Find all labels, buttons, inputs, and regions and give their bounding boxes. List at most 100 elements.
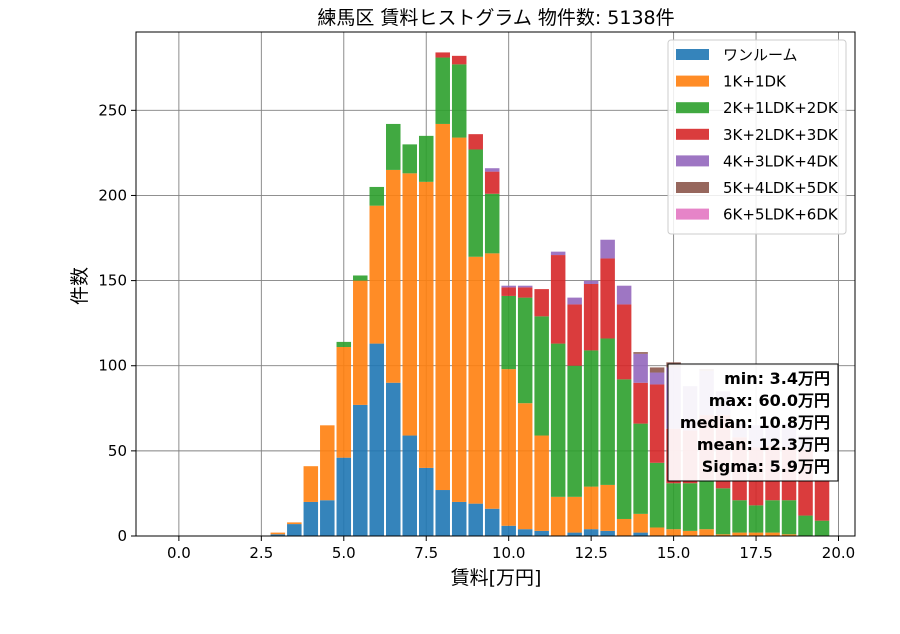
legend: ワンルーム 1K+1DK 2K+1LDK+2DK 3K+2LDK+3DK 4K+3LDK…	[667, 39, 847, 235]
bar-segment	[501, 295, 516, 370]
bar-segment	[600, 239, 615, 259]
bar-segment	[369, 343, 385, 536]
stats-box: min: 3.4万円 max: 60.0万円 median: 10.8万円 me…	[667, 363, 839, 482]
bar-segment	[402, 435, 418, 536]
bar-segment	[781, 534, 797, 536]
stats-min: min: 3.4万円	[724, 369, 830, 388]
x-tick-label: 7.5	[414, 544, 438, 562]
bar-segment	[468, 256, 483, 504]
bar-segment	[715, 488, 731, 535]
x-tick-label: 5.0	[332, 544, 356, 562]
axis-ticks: 0.0 2.5 5.0 7.5 10.0 12.5 15.0 17.5 20.0 0 50 100 15…	[98, 101, 855, 562]
bar-segment	[649, 462, 665, 528]
x-tick-label: 12.5	[574, 544, 607, 562]
bar-segment	[567, 496, 582, 533]
bar-segment	[270, 534, 286, 536]
bar-segment	[517, 529, 533, 536]
bar-segment	[699, 479, 714, 530]
y-tick-label: 250	[98, 101, 127, 119]
bar-segment	[682, 483, 698, 531]
bar-segment	[765, 500, 780, 533]
bar-segment	[484, 171, 500, 194]
bar-segment	[435, 57, 450, 124]
legend-frame	[667, 39, 847, 235]
bar-segment	[550, 496, 566, 536]
bar-segment	[583, 280, 599, 284]
bar-segment	[567, 304, 582, 366]
bar-segment	[583, 486, 599, 530]
bar-segment	[402, 173, 418, 436]
bar-segment	[336, 347, 352, 458]
bar-segment	[517, 287, 533, 298]
bar-segment	[435, 123, 450, 491]
bar-segment	[517, 285, 533, 288]
legend-label: ワンルーム	[723, 46, 798, 64]
stats-box-frame	[667, 363, 839, 482]
bar-segment	[600, 484, 615, 531]
bar-segment	[567, 297, 582, 305]
bar-segment	[451, 64, 467, 138]
bar-segment	[550, 255, 566, 344]
legend-swatch	[676, 128, 709, 140]
bar-segment	[600, 338, 615, 485]
bar-segment	[534, 435, 549, 531]
legend-swatch	[676, 75, 709, 87]
bar-segment	[501, 525, 516, 536]
legend-label: 1K+1DK	[723, 73, 787, 91]
bar-segment	[616, 304, 632, 380]
bar-segment	[600, 258, 615, 339]
bar-segment	[550, 343, 566, 497]
y-tick-label: 200	[98, 186, 127, 204]
y-axis-title: 件数	[69, 267, 91, 305]
legend-swatch	[676, 102, 709, 114]
bar-segment	[550, 251, 566, 256]
bar-segment	[353, 275, 368, 281]
bar-segment	[715, 534, 731, 536]
x-tick-label: 15.0	[657, 544, 690, 562]
bar-segment	[583, 350, 599, 487]
bar-segment	[798, 515, 813, 536]
plot-frame	[135, 31, 856, 537]
x-tick-label: 10.0	[492, 544, 525, 562]
bar-segment	[418, 181, 434, 468]
bar-segment	[682, 530, 698, 536]
bar-segment	[633, 423, 648, 514]
bar-segment	[386, 169, 401, 383]
legend-label: 4K+3LDK+4DK	[723, 152, 839, 170]
bar-segment	[534, 289, 549, 317]
bar-segment	[732, 500, 747, 533]
bar-segment	[616, 518, 632, 536]
legend-swatch	[676, 49, 709, 60]
bar-segment	[616, 285, 632, 305]
bar-segment	[353, 404, 368, 536]
legend-swatch	[676, 208, 709, 220]
bar-segment	[748, 532, 764, 536]
bar-segment	[814, 479, 830, 521]
bar-segment	[303, 466, 319, 502]
bar-segment	[418, 135, 434, 182]
bar-segment	[616, 379, 632, 519]
y-tick-label: 150	[98, 272, 127, 290]
legend-label: 6K+5LDK+6DK	[723, 206, 839, 224]
bar-segment	[320, 500, 335, 536]
bar-segment	[583, 529, 599, 536]
bar-segment	[468, 134, 483, 150]
bar-segment	[484, 168, 500, 172]
bar-segment	[369, 205, 385, 344]
bar-segment	[336, 457, 352, 536]
bar-segment	[633, 352, 648, 354]
bar-segment	[600, 530, 615, 536]
bar-segment	[287, 524, 302, 536]
bar-segment	[484, 508, 500, 536]
bar-segment	[336, 341, 352, 347]
bar-segment	[649, 372, 665, 385]
bar-segment	[567, 365, 582, 497]
bar-segment	[501, 287, 516, 296]
bar-segment	[649, 527, 665, 536]
bar-segment	[633, 532, 648, 536]
bar-segment	[468, 503, 483, 536]
stats-sigma: Sigma: 5.9万円	[702, 457, 830, 476]
bar-segment	[649, 367, 665, 373]
